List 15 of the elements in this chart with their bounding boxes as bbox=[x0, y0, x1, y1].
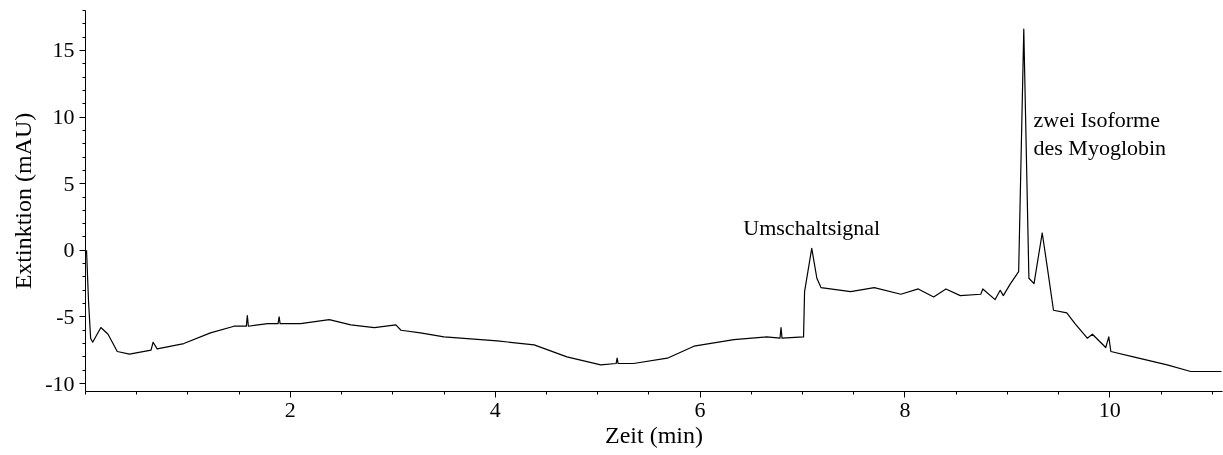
x-tick-label: 8 bbox=[899, 396, 911, 422]
annotation: Umschaltsignal bbox=[743, 215, 881, 241]
y-tick-label: 10 bbox=[52, 104, 75, 130]
x-tick-label: 6 bbox=[694, 396, 706, 422]
x-tick-label: 10 bbox=[1098, 396, 1121, 422]
x-axis-title: Zeit (min) bbox=[605, 421, 703, 448]
y-tick-label: 0 bbox=[63, 237, 75, 263]
y-tick-label: 5 bbox=[63, 170, 75, 196]
y-tick-label: -5 bbox=[56, 303, 75, 329]
y-axis-title: Extinktion (mAU) bbox=[10, 112, 37, 290]
x-tick-label: 4 bbox=[489, 396, 501, 422]
y-tick-label: 15 bbox=[52, 37, 75, 63]
x-tick-label: 2 bbox=[284, 396, 296, 422]
y-tick-label: -10 bbox=[45, 370, 75, 396]
annotation: zwei Isoforme des Myoglobin bbox=[1033, 106, 1167, 161]
